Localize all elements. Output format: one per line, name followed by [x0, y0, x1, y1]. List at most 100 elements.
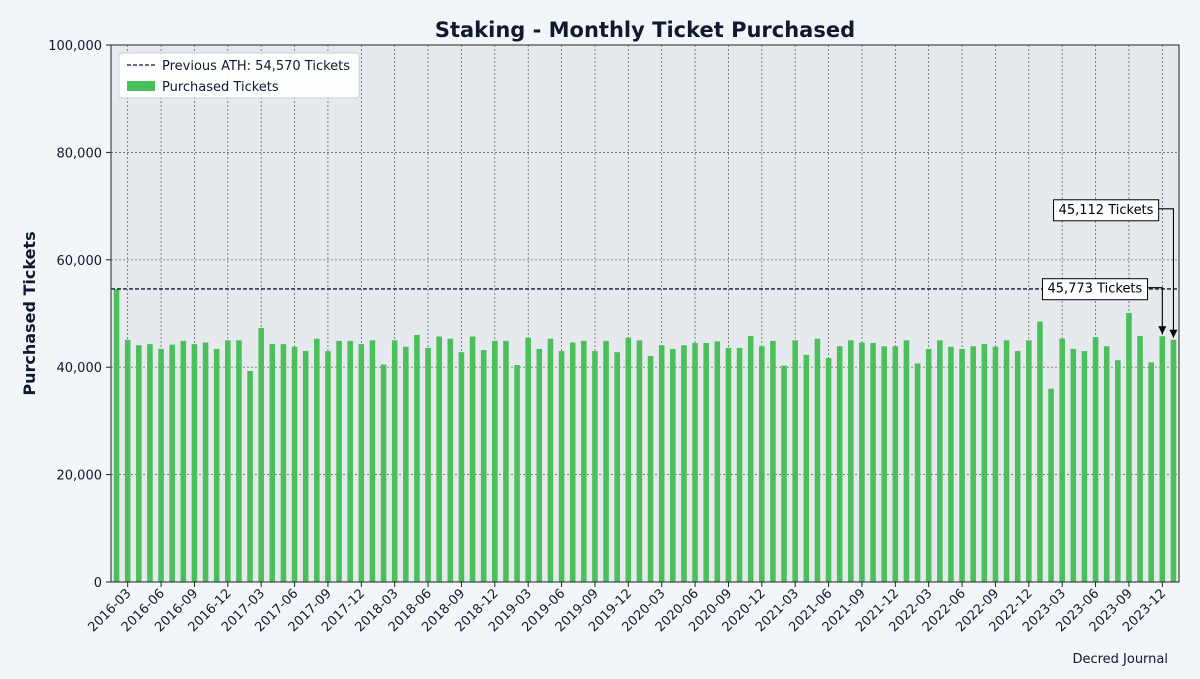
bar-2021-04 — [803, 354, 810, 582]
source-label: Decred Journal — [1072, 652, 1168, 667]
annotations: 45,112 Tickets 45,773 Tickets — [1041, 199, 1178, 338]
legend: Previous ATH: 54,570 Tickets Purchased T… — [118, 52, 360, 99]
bar-2018-09 — [458, 352, 465, 582]
grid-lines — [111, 44, 1179, 583]
bar-2019-02 — [514, 365, 520, 582]
bar-2022-08 — [981, 344, 988, 582]
bar-2023-12 — [1159, 336, 1166, 582]
bar-2019-01 — [503, 340, 509, 582]
bar-2019-07 — [569, 342, 576, 582]
bar-2016-07 — [169, 344, 175, 582]
bar-2023-10 — [1137, 336, 1143, 582]
bar-2023-04 — [1070, 348, 1077, 582]
annotation-box — [1053, 199, 1160, 222]
bar-2017-08 — [314, 338, 320, 582]
bar-2020-04 — [670, 348, 676, 582]
bar-2023-06 — [1092, 337, 1099, 582]
bar-2023-01 — [1037, 321, 1043, 582]
annotation-label: 45,112 Tickets — [1059, 203, 1154, 218]
bar-2021-10 — [870, 343, 876, 582]
y-tick-label: 80,000 — [57, 146, 103, 161]
bar-2016-06 — [158, 348, 164, 582]
bar-2020-10 — [736, 347, 743, 582]
plot-area — [111, 45, 1179, 582]
legend-bar-label: Purchased Tickets — [162, 80, 279, 95]
legend-bar-swatch — [127, 81, 155, 91]
bar-2021-05 — [814, 338, 821, 582]
bar-2018-08 — [447, 338, 454, 582]
bar-2017-01 — [236, 340, 242, 582]
bar-2016-11 — [213, 348, 220, 582]
bar-2020-07 — [703, 343, 709, 582]
bar-2020-03 — [658, 345, 665, 582]
legend-reference-label: Previous ATH: 54,570 Tickets — [162, 59, 350, 74]
legend-box — [118, 52, 360, 99]
bar-2023-09 — [1126, 312, 1132, 582]
bar-2023-08 — [1115, 360, 1121, 582]
bar-2016-05 — [147, 344, 153, 582]
annotation-arrow — [1147, 287, 1167, 335]
bar-2020-01 — [636, 340, 643, 582]
bar-2018-03 — [391, 340, 398, 582]
bar-2019-08 — [581, 340, 587, 582]
annotation-box — [1041, 278, 1149, 301]
bar-2017-02 — [247, 370, 253, 582]
bar-2020-05 — [681, 345, 687, 582]
y-tick-label: 40,000 — [57, 361, 103, 376]
bars — [113, 288, 1177, 582]
bar-2019-06 — [558, 351, 565, 582]
y-tick-label: 60,000 — [57, 254, 103, 269]
bar-2018-11 — [480, 350, 487, 582]
bar-2017-03 — [258, 327, 264, 582]
bar-2017-11 — [347, 340, 353, 582]
bar-2022-05 — [948, 346, 954, 582]
bar-2023-05 — [1081, 351, 1088, 582]
bar-2022-07 — [970, 346, 976, 582]
bar-2023-02 — [1048, 388, 1054, 582]
bar-2019-05 — [547, 338, 554, 582]
bar-2016-02 — [113, 288, 120, 582]
y-tick-label: 0 — [94, 576, 102, 591]
bar-2018-06 — [425, 347, 431, 582]
chart-title: Staking - Monthly Ticket Purchased — [435, 18, 855, 42]
bar-2019-03 — [525, 337, 531, 582]
bar-2016-08 — [180, 340, 187, 582]
bar-2018-01 — [369, 340, 376, 582]
bar-2022-10 — [1003, 340, 1010, 582]
bar-2019-10 — [603, 340, 609, 582]
bar-2020-11 — [747, 336, 754, 582]
bar-2016-09 — [191, 344, 198, 582]
bar-2021-07 — [836, 346, 843, 582]
bar-2021-03 — [792, 340, 798, 582]
annotation-label: 45,773 Tickets — [1047, 282, 1142, 297]
y-tick-label: 100,000 — [48, 39, 102, 54]
bar-2018-07 — [436, 336, 442, 582]
bar-2022-06 — [959, 348, 965, 582]
bar-2020-06 — [692, 343, 698, 582]
bar-2017-05 — [280, 344, 287, 582]
bar-2021-12 — [892, 346, 899, 582]
bar-2018-02 — [380, 364, 387, 582]
bar-2023-11 — [1148, 362, 1154, 582]
bar-2019-11 — [614, 352, 620, 582]
bar-2022-01 — [903, 340, 910, 582]
bar-2019-04 — [536, 348, 543, 582]
bar-2021-06 — [825, 358, 832, 582]
y-axis-label: Purchased Tickets — [20, 231, 39, 395]
bar-2016-10 — [202, 342, 209, 582]
bar-2016-03 — [124, 339, 131, 582]
bar-2017-06 — [291, 346, 298, 582]
bar-2019-09 — [592, 351, 598, 582]
bar-2020-08 — [714, 341, 721, 582]
bar-2018-10 — [469, 336, 476, 582]
bar-2020-12 — [759, 346, 765, 582]
bar-2022-02 — [914, 363, 921, 582]
bar-2021-09 — [859, 342, 865, 582]
bar-2017-09 — [325, 351, 331, 582]
y-tick-label: 20,000 — [57, 469, 103, 484]
bar-2017-10 — [336, 340, 342, 582]
bar-2016-04 — [136, 345, 142, 582]
bar-2021-11 — [881, 346, 887, 582]
